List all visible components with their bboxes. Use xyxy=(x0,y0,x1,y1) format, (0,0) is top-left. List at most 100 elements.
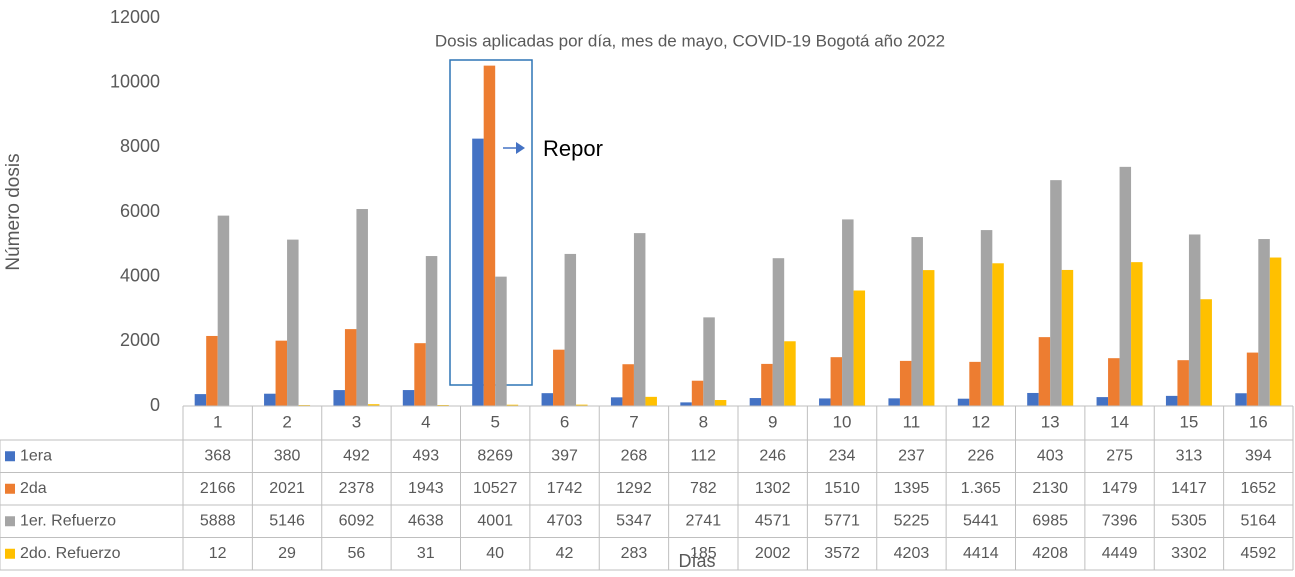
bar xyxy=(899,360,912,406)
x-tick-label: 14 xyxy=(1110,412,1129,431)
table-value: 4571 xyxy=(755,512,791,529)
bar xyxy=(1108,358,1120,406)
table-value: 4703 xyxy=(547,512,583,529)
bar xyxy=(772,258,785,406)
legend-swatch xyxy=(5,451,15,462)
table-value: 5305 xyxy=(1171,512,1207,529)
table-value: 234 xyxy=(829,447,856,464)
table-value: 4592 xyxy=(1241,545,1277,562)
y-tick-label: 12000 xyxy=(110,7,160,27)
table-value: 2021 xyxy=(269,480,305,497)
bar xyxy=(576,404,588,406)
bar xyxy=(957,398,970,406)
table-value: 2002 xyxy=(755,545,791,562)
table-value: 2378 xyxy=(339,480,375,497)
y-tick-label: 2000 xyxy=(120,330,160,350)
bar xyxy=(1096,397,1109,406)
table-value: 10527 xyxy=(473,480,518,497)
table-value: 42 xyxy=(556,545,574,562)
x-tick-label: 5 xyxy=(490,412,499,431)
x-axis-label: Días xyxy=(678,551,715,571)
table-value: 268 xyxy=(621,447,648,464)
table-value: 56 xyxy=(348,545,366,562)
arrow-head xyxy=(516,142,525,154)
x-tick-label: 4 xyxy=(421,412,430,431)
table-value: 2741 xyxy=(686,512,722,529)
table-value: 1652 xyxy=(1241,480,1277,497)
bar xyxy=(483,65,496,406)
bar xyxy=(275,340,288,406)
bar xyxy=(911,237,923,406)
table-value: 394 xyxy=(1245,447,1272,464)
x-tick-label: 13 xyxy=(1041,412,1060,431)
bar xyxy=(402,390,415,406)
bar xyxy=(1131,262,1143,406)
table-value: 3572 xyxy=(824,545,860,562)
x-tick-label: 9 xyxy=(768,412,777,431)
bar xyxy=(633,233,646,406)
y-tick-label: 0 xyxy=(150,395,160,415)
bar xyxy=(206,335,218,406)
bar xyxy=(1188,234,1201,406)
x-tick-label: 7 xyxy=(629,412,638,431)
y-tick-label: 4000 xyxy=(120,265,160,285)
table-value: 403 xyxy=(1037,447,1064,464)
y-axis-label: Número dosis xyxy=(3,153,24,270)
table-value: 1292 xyxy=(616,480,652,497)
table-value: 5164 xyxy=(1241,512,1277,529)
table-value: 5771 xyxy=(824,512,860,529)
table-value: 380 xyxy=(274,447,301,464)
table-value: 1742 xyxy=(547,480,583,497)
bar xyxy=(761,363,773,406)
y-tick-label: 6000 xyxy=(120,201,160,221)
bar xyxy=(1177,360,1189,406)
bar xyxy=(414,343,426,406)
table-value: 1943 xyxy=(408,480,444,497)
bar xyxy=(969,361,981,406)
table-value: 246 xyxy=(759,447,786,464)
x-tick-label: 2 xyxy=(282,412,291,431)
bar xyxy=(819,398,831,406)
y-tick-label: 10000 xyxy=(110,71,160,91)
table-value: 4208 xyxy=(1032,545,1068,562)
bar xyxy=(1165,395,1178,406)
table-value: 5347 xyxy=(616,512,652,529)
table-value: 1302 xyxy=(755,480,791,497)
legend-swatch xyxy=(5,483,15,494)
table-value: 226 xyxy=(967,447,994,464)
bar xyxy=(980,230,993,406)
table-value: 4203 xyxy=(894,545,930,562)
table-value: 5888 xyxy=(200,512,236,529)
table-value: 4414 xyxy=(963,545,999,562)
table-value: 7396 xyxy=(1102,512,1138,529)
x-tick-label: 10 xyxy=(833,412,852,431)
bar xyxy=(749,398,762,406)
legend-swatch xyxy=(5,548,15,559)
bar xyxy=(425,256,438,406)
table-value: 12 xyxy=(209,545,227,562)
bar xyxy=(1119,166,1132,406)
table-value: 5146 xyxy=(269,512,305,529)
bar xyxy=(842,219,854,406)
table-value: 8269 xyxy=(477,447,513,464)
x-tick-label: 6 xyxy=(560,412,569,431)
legend-label: 1era xyxy=(20,447,52,464)
bar xyxy=(472,138,484,406)
table-value: 493 xyxy=(412,447,439,464)
bar xyxy=(1061,269,1074,406)
x-tick-label: 15 xyxy=(1179,412,1198,431)
table-value: 185 xyxy=(690,545,717,562)
bar xyxy=(1027,392,1039,406)
bar xyxy=(495,276,507,406)
x-tick-label: 16 xyxy=(1249,412,1268,431)
legend-label: 2da xyxy=(20,480,47,497)
table-value: 283 xyxy=(621,545,648,562)
bar xyxy=(888,398,900,406)
bar xyxy=(1258,239,1270,406)
bar xyxy=(703,317,715,406)
bar xyxy=(437,404,449,406)
table-value: 5225 xyxy=(894,512,930,529)
bar xyxy=(264,393,276,406)
table-value: 4001 xyxy=(477,512,513,529)
x-tick-label: 11 xyxy=(903,412,921,431)
